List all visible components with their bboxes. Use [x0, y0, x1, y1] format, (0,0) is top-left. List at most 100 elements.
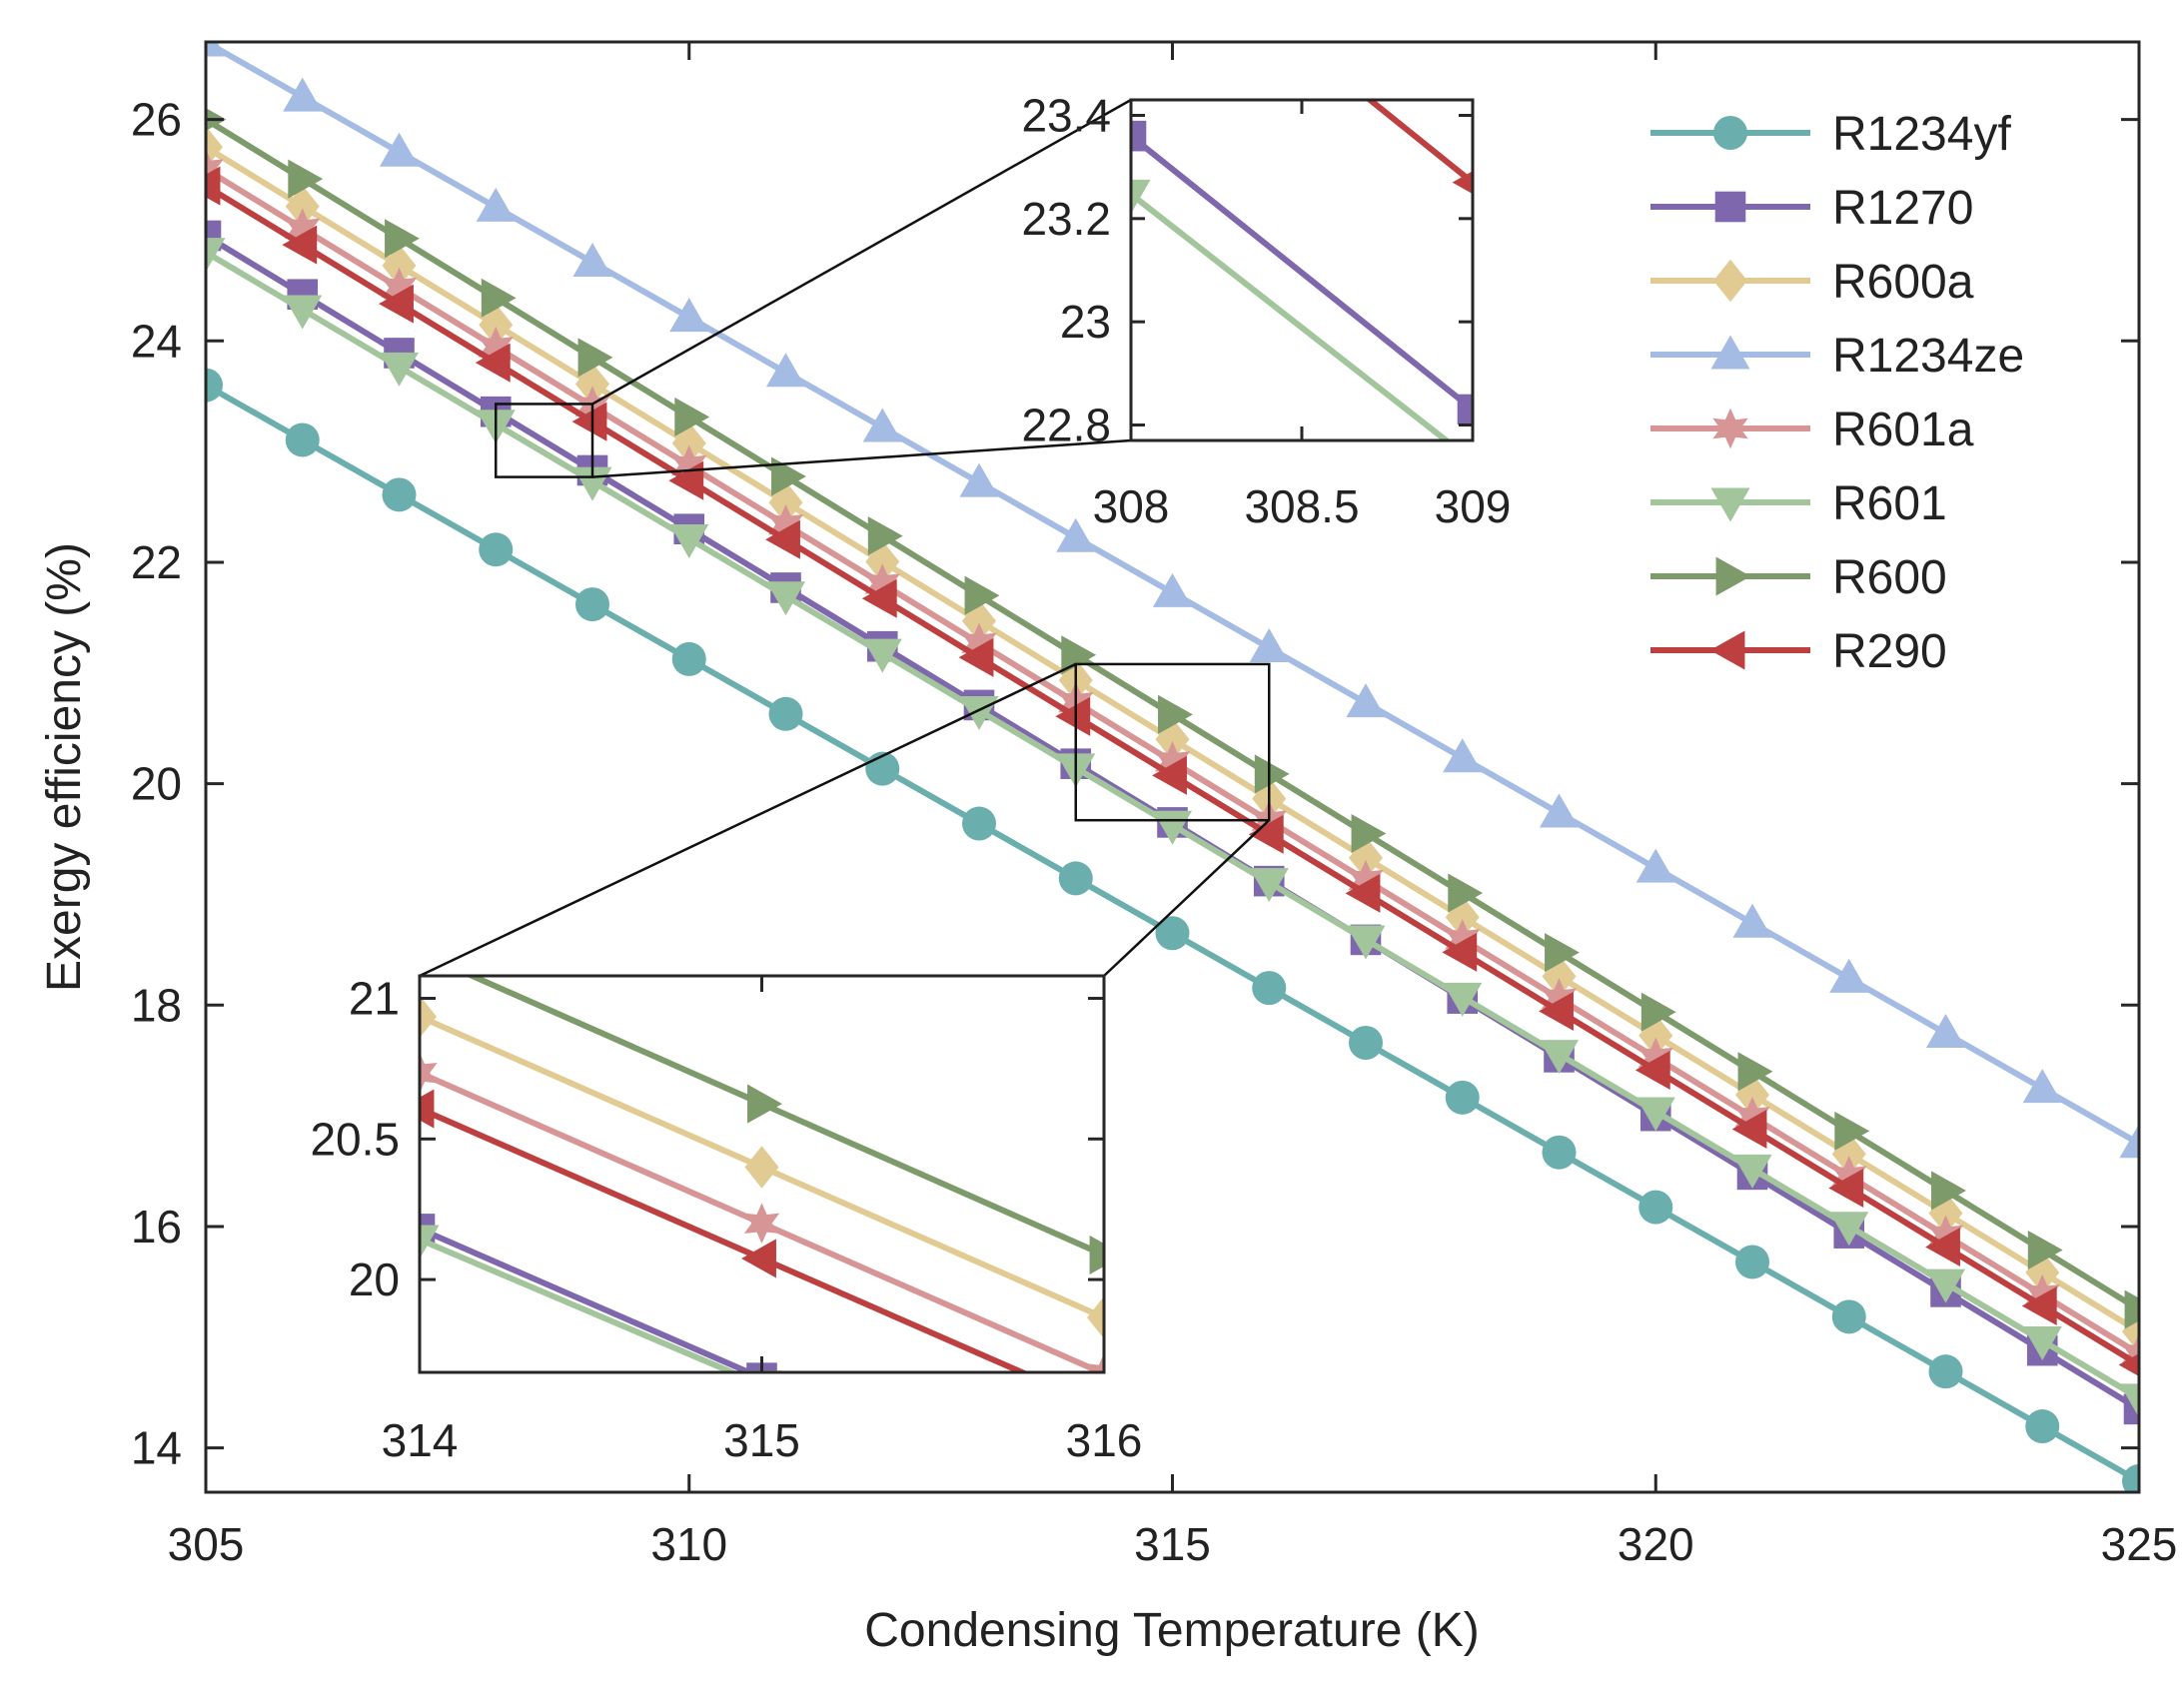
y-axis-label: Exergy efficiency (%) — [38, 542, 91, 992]
data-point-r601a — [381, 267, 418, 309]
inset-1-x-tick-label: 309 — [1435, 480, 1512, 532]
data-point-r1234yf — [962, 806, 996, 841]
data-point-r1234ze — [379, 132, 420, 167]
data-point-r290 — [2021, 1285, 2057, 1326]
legend-marker-r600a — [1713, 259, 1747, 303]
inset-2-y-tick-label: 20.5 — [310, 1113, 400, 1165]
legend-marker-r1234yf — [1713, 116, 1747, 150]
inset-2-series-r290 — [420, 1089, 1030, 1372]
inset-2: 314 315 316 20 20.5 21 — [310, 973, 1143, 1550]
data-point-r1234ze — [1056, 517, 1096, 552]
data-point-r1234ze — [1346, 683, 1386, 718]
data-point-r1234ze — [669, 298, 709, 333]
data-point-r1234ze — [1539, 793, 1580, 828]
data-point-r290 — [379, 284, 414, 324]
y-tick-label: 16 — [131, 1201, 182, 1253]
data-point-r1234yf — [382, 477, 417, 512]
data-point-r600 — [964, 575, 1000, 615]
data-point-r601 — [1443, 982, 1483, 1017]
inset-2-point-r600a — [1087, 1295, 1104, 1339]
data-point-r601a — [1348, 859, 1384, 901]
data-point-r1234yf — [1735, 1245, 1769, 1279]
main-axes: 305 310 315 320 325 14 16 18 20 22 24 26 — [131, 42, 2178, 1570]
inset-1-line-r290 — [1365, 100, 1473, 186]
legend-entry-r601: R601 — [1650, 477, 1947, 530]
data-point-r601 — [1732, 1154, 1772, 1189]
data-point-r600 — [2124, 1289, 2139, 1329]
data-point-r601a — [1734, 1096, 1770, 1138]
data-point-r290 — [1152, 755, 1187, 795]
data-point-r600a — [206, 126, 223, 169]
data-point-r601 — [2119, 1383, 2139, 1418]
series-r600 — [206, 108, 2139, 1329]
data-point-r600 — [1545, 933, 1580, 973]
inset-2-point-r601a — [743, 1203, 780, 1245]
legend-marker-r600 — [1715, 556, 1751, 596]
inset-2-point-r601 — [420, 1225, 440, 1260]
data-point-r600 — [481, 278, 517, 318]
y-tick-label: 22 — [131, 536, 182, 588]
inset-1-y-tick-label: 23 — [1060, 296, 1111, 348]
data-point-r1234ze — [2022, 1069, 2062, 1104]
inset-2-point-r600a — [420, 995, 437, 1039]
data-point-r601 — [1249, 868, 1289, 903]
data-point-r290 — [1635, 1050, 1670, 1090]
data-point-r290 — [1345, 873, 1381, 913]
inset-2-y-tick-label: 21 — [349, 973, 400, 1025]
data-point-r290 — [1442, 932, 1478, 972]
main-plot-series — [206, 42, 2139, 1492]
data-point-r600 — [1737, 1052, 1773, 1092]
legend-entry-r1270: R1270 — [1650, 182, 1973, 235]
data-point-r1234yf — [1928, 1354, 1963, 1389]
inset-1-point-r290 — [1452, 171, 1473, 195]
y-tick-label: 20 — [131, 758, 182, 810]
data-point-r290 — [861, 578, 897, 618]
inset-2-x-tick-label: 316 — [1066, 1414, 1143, 1466]
data-point-r601 — [669, 523, 709, 558]
data-point-r601a — [478, 326, 514, 368]
inset-1-series — [1131, 100, 1473, 440]
data-point-r290 — [2118, 1353, 2139, 1376]
x-tick-label: 325 — [2101, 1518, 2178, 1570]
data-point-r600 — [1931, 1171, 1966, 1211]
legend-marker-r601 — [1710, 487, 1750, 522]
zoom-connector — [1103, 819, 1271, 977]
inset-2-point-r601 — [1084, 1516, 1123, 1550]
data-point-r1234ze — [476, 187, 516, 222]
data-point-r600a — [285, 185, 320, 228]
inset-1-line-r1270 — [1131, 133, 1473, 413]
data-point-r601 — [862, 638, 902, 673]
data-point-r1234yf — [2122, 1463, 2139, 1492]
inset-1-point-r1270 — [1131, 120, 1147, 152]
data-point-r600 — [1351, 813, 1387, 854]
data-point-r601a — [1154, 741, 1191, 782]
inset-2-y-tick-label: 20 — [349, 1254, 400, 1305]
legend-marker-r1234ze — [1710, 335, 1750, 370]
series-r290 — [206, 166, 2139, 1376]
legend-marker-r1270 — [1714, 191, 1746, 223]
legend-entry-r290: R290 — [1650, 625, 1947, 678]
inset-1: 308 308.5 309 22.8 23 23.2 23.4 — [1021, 90, 1512, 533]
data-point-r1234ze — [1829, 958, 1869, 993]
data-point-r600 — [674, 397, 710, 437]
data-point-r1234ze — [283, 77, 323, 112]
data-point-r1234yf — [1638, 1190, 1673, 1225]
data-point-r600 — [385, 219, 420, 259]
x-tick-label: 310 — [650, 1518, 727, 1570]
data-point-r1234yf — [768, 696, 803, 731]
data-point-r290 — [1828, 1168, 1864, 1209]
data-point-r290 — [571, 402, 607, 441]
data-point-r1234yf — [1058, 861, 1093, 896]
inset-1-series-r1270 — [1131, 120, 1473, 425]
data-point-r1234yf — [1349, 1025, 1383, 1060]
data-point-r1234ze — [765, 353, 806, 388]
legend-label: R600a — [1832, 256, 1974, 309]
data-point-r601 — [2022, 1325, 2062, 1360]
inset-2-point-r600 — [1089, 1235, 1104, 1274]
data-point-r601a — [1541, 978, 1578, 1020]
data-point-r601a — [767, 503, 804, 545]
data-point-r600 — [771, 456, 806, 496]
data-point-r1234yf — [1542, 1135, 1577, 1170]
data-point-r290 — [1925, 1227, 1960, 1267]
legend: R1234yf R1270 R600a R1234ze R601a R601 R600 R29… — [1650, 108, 2024, 678]
